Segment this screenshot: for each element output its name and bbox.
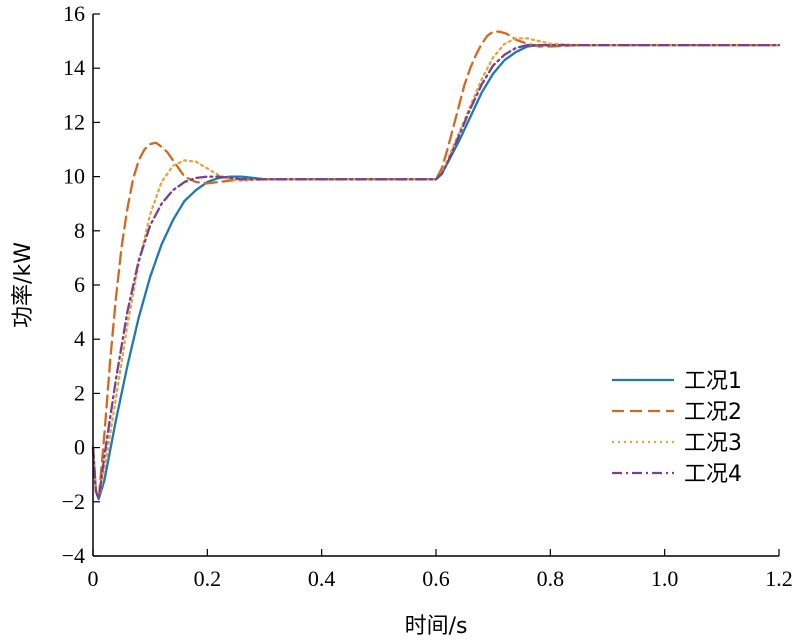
x-tick-label: 0.2 (194, 566, 222, 591)
x-tick-label: 0.4 (308, 566, 336, 591)
x-tick-label: 0 (88, 566, 99, 591)
y-axis-title: 功率/kW (11, 242, 36, 328)
x-tick-label: 0.6 (422, 566, 450, 591)
y-tick-label: 14 (63, 55, 85, 80)
y-tick-label: −2 (62, 489, 85, 514)
y-tick-label: 4 (74, 326, 85, 351)
legend-label-2: 工况2 (684, 400, 742, 425)
y-tick-label: 2 (74, 380, 85, 405)
y-tick-label: 12 (63, 109, 85, 134)
y-tick-label: 6 (74, 272, 85, 297)
series-line-4 (91, 44, 781, 501)
series-layer (91, 30, 781, 501)
ticks-layer: 0 0.2 0.4 0.6 0.8 1.0 1.2 −4 −2 0 2 4 6 8 10 12 14 16 (62, 1, 793, 591)
series-line-3 (91, 37, 781, 501)
legend: 工况1 工况2 工况3 工况4 (612, 369, 742, 487)
x-tick-label: 0.8 (537, 566, 565, 591)
y-tick-label: 10 (63, 164, 85, 189)
y-tick-label: −4 (62, 543, 85, 568)
y-tick-label: 16 (63, 1, 85, 26)
legend-label-1: 工况1 (684, 369, 742, 394)
x-tick-label: 1.2 (765, 566, 793, 591)
x-tick-label: 1.0 (651, 566, 679, 591)
y-tick-label: 8 (74, 218, 85, 243)
y-tick-label: 0 (74, 435, 85, 460)
legend-label-3: 工况3 (684, 431, 742, 456)
plot-area (93, 14, 779, 556)
x-axis-title: 时间/s (405, 614, 468, 639)
legend-label-4: 工况4 (684, 462, 742, 487)
